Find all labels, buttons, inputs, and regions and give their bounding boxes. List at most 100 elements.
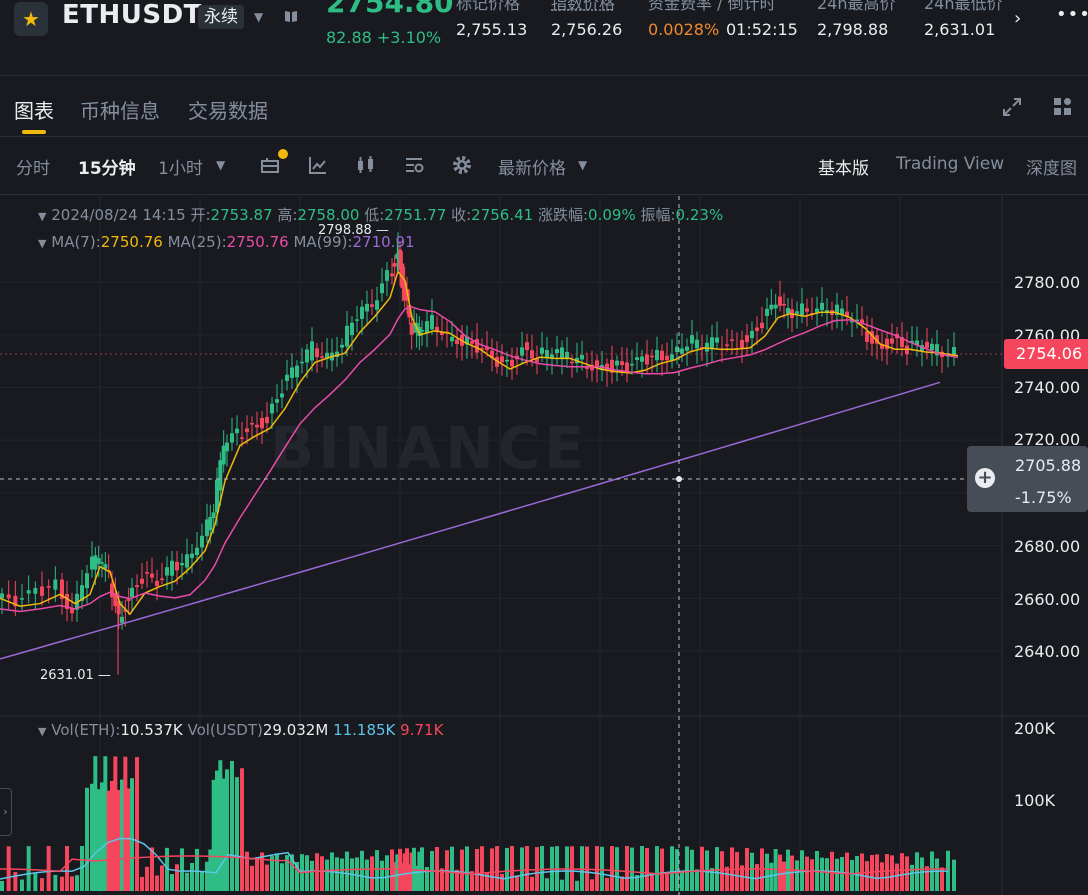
volume-bar	[710, 868, 714, 891]
volume-bar	[475, 848, 479, 891]
volume-bar	[208, 849, 213, 891]
interval-1h[interactable]: 1小时	[158, 159, 203, 179]
candle-settings-icon[interactable]	[260, 155, 280, 179]
volume-bar	[510, 846, 514, 891]
kline-chart[interactable]: BINANCE ▼ 2024/08/24 14:15 开:2753.87 高:2…	[0, 196, 1088, 895]
tab-coin-info[interactable]: 币种信息	[80, 99, 160, 123]
interval-dropdown-chevron-icon[interactable]: ▼	[216, 158, 226, 172]
view-basic[interactable]: 基本版	[818, 159, 869, 179]
panel-expand-chevron-icon[interactable]: ›	[0, 788, 12, 836]
candle-body	[93, 555, 98, 570]
chevron-right-icon[interactable]: ›	[1014, 8, 1022, 29]
interval-15m[interactable]: 15分钟	[78, 159, 136, 179]
layout-grid-icon[interactable]	[1052, 96, 1074, 122]
candle-body	[510, 359, 514, 367]
candle-body	[555, 349, 559, 354]
candle-body	[835, 304, 839, 315]
volume-bar	[635, 875, 639, 891]
volume-bar	[340, 858, 344, 891]
candle-body	[145, 572, 149, 574]
symbol-dropdown-chevron-icon[interactable]: ▼	[254, 10, 264, 24]
more-icon[interactable]: •••	[1056, 4, 1088, 25]
candle-body	[195, 547, 199, 556]
volume-bar	[218, 760, 223, 891]
crosshair-price-box[interactable]: + 2705.88 -1.75%	[967, 446, 1088, 512]
candle-body	[435, 326, 439, 333]
candle-body	[150, 573, 154, 578]
interval-timeline[interactable]: 分时	[16, 159, 50, 179]
volume-bar	[525, 846, 529, 891]
candle-body	[450, 336, 454, 342]
volume-bar	[221, 778, 226, 891]
view-tradingview[interactable]: Trading View	[896, 154, 1005, 174]
volume-bar	[200, 871, 204, 891]
ma-legend: ▼ MA(7):2750.76 MA(25):2750.76 MA(99):27…	[38, 233, 415, 251]
crosshair-price: 2705.88	[1015, 456, 1082, 475]
volume-bar	[620, 876, 624, 891]
chart-canvas[interactable]	[0, 196, 1088, 895]
candle-body	[890, 338, 894, 344]
volume-bar	[130, 778, 134, 891]
candle-body	[315, 348, 319, 358]
candle-body	[205, 519, 209, 537]
candle-body	[33, 588, 38, 594]
candle-body	[880, 344, 884, 349]
price-type-select[interactable]: 最新价格	[498, 159, 566, 179]
volume-bar	[946, 850, 950, 891]
candle-body	[860, 319, 864, 324]
view-depth[interactable]: 深度图	[1026, 159, 1077, 179]
price-type-chevron-icon[interactable]: ▼	[578, 158, 588, 172]
volume-bar	[265, 864, 269, 891]
ma-collapse-chevron-icon[interactable]: ▼	[38, 237, 47, 250]
volume-bar	[440, 868, 444, 891]
candle-body	[120, 616, 124, 623]
candle-body	[113, 592, 118, 607]
candle-body	[675, 346, 679, 353]
candle-body	[165, 567, 169, 576]
volume-bar	[900, 853, 904, 891]
book-icon[interactable]	[284, 8, 298, 27]
candle-body	[390, 273, 394, 277]
candle-body	[595, 360, 599, 367]
candle-body	[605, 363, 609, 372]
favorite-star-icon[interactable]: ★	[14, 2, 48, 36]
volume-bar	[402, 853, 407, 891]
price-change: 82.88 +3.10%	[326, 28, 442, 47]
volume-bar	[325, 859, 329, 891]
volume-bar	[315, 853, 319, 891]
vol-collapse-chevron-icon[interactable]: ▼	[38, 725, 47, 738]
candle-body	[90, 556, 94, 570]
candle-body	[715, 337, 719, 343]
candle-body	[395, 253, 400, 259]
volume-bar	[670, 846, 674, 891]
volume-bar	[540, 846, 544, 891]
volume-bar	[285, 855, 289, 891]
volume-bar	[380, 860, 384, 891]
volume-bar	[65, 846, 69, 891]
ma7-line	[0, 269, 959, 616]
symbol-title[interactable]: ETHUSDT	[62, 0, 202, 30]
candle-body	[400, 263, 405, 289]
candlestick-type-icon[interactable]	[355, 155, 377, 179]
candle-body	[655, 349, 659, 361]
add-alert-plus-icon[interactable]: +	[975, 468, 995, 488]
volume-bar	[385, 855, 389, 891]
volume-bar	[270, 856, 274, 891]
candle-body	[475, 339, 479, 353]
candle-body	[375, 300, 379, 310]
volume-bar	[255, 857, 259, 891]
drawing-tools-icon[interactable]	[404, 155, 424, 179]
gear-icon[interactable]	[452, 155, 472, 179]
tab-trading-data[interactable]: 交易数据	[188, 99, 268, 123]
expand-icon[interactable]	[1002, 97, 1022, 121]
collapse-chevron-icon[interactable]: ▼	[38, 210, 47, 223]
indicator-icon[interactable]	[308, 155, 328, 179]
volume-bar	[46, 846, 51, 891]
candle-body	[218, 460, 223, 491]
tab-chart[interactable]: 图表	[14, 99, 54, 123]
volume-bar	[920, 857, 924, 891]
ticker-header: ★ ETHUSDT 永续 ▼ 2754.80 82.88 +3.10% 标记价格…	[0, 0, 1088, 76]
candle-body	[96, 558, 101, 564]
candle-body	[750, 330, 754, 339]
candle-body	[795, 311, 799, 314]
